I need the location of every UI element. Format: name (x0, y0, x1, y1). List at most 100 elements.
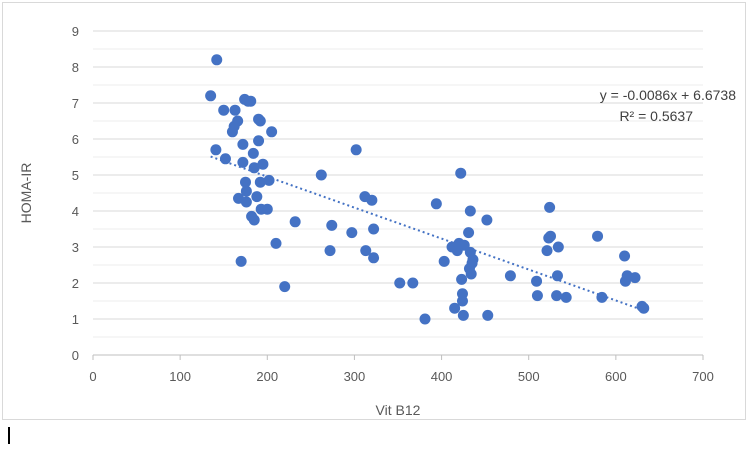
data-point (458, 239, 470, 251)
x-tick-label: 0 (89, 369, 96, 384)
data-point (350, 144, 362, 156)
data-point (551, 270, 563, 282)
data-point (366, 194, 378, 206)
data-points (205, 54, 650, 325)
data-point (254, 115, 266, 127)
data-point (456, 273, 468, 285)
data-point (419, 313, 431, 325)
y-tick-label: 3 (72, 240, 79, 255)
data-point (240, 176, 251, 188)
data-point (464, 205, 476, 217)
data-point (455, 167, 467, 179)
data-point (261, 203, 273, 215)
data-point (240, 185, 252, 197)
data-point (205, 90, 217, 102)
data-point (457, 309, 469, 321)
data-point (279, 281, 291, 293)
data-point (544, 201, 556, 213)
data-point (326, 219, 338, 231)
axes (92, 354, 704, 360)
data-point (545, 230, 556, 242)
y-tick-label: 0 (72, 348, 79, 363)
data-point (463, 227, 475, 239)
text-cursor (8, 427, 10, 444)
data-point (219, 153, 231, 165)
data-point (254, 176, 266, 188)
data-point (251, 191, 263, 203)
y-tick-label: 1 (72, 312, 79, 327)
data-point (346, 227, 358, 239)
data-point (218, 104, 230, 116)
x-tick-label: 200 (256, 369, 278, 384)
data-point (257, 158, 269, 170)
trendline-r-squared: R² = 0.5637 (619, 108, 693, 124)
x-tick-label: 500 (518, 369, 540, 384)
data-point (482, 309, 494, 321)
data-point (531, 275, 543, 287)
data-point (232, 115, 244, 127)
data-point (465, 268, 477, 280)
y-axis-title: HOMA-IR (18, 163, 34, 224)
data-point (360, 245, 372, 257)
data-point (263, 174, 275, 186)
data-point (368, 223, 380, 235)
data-point (289, 216, 301, 228)
data-point (270, 237, 282, 249)
y-tick-label: 6 (72, 132, 79, 147)
x-tick-label: 300 (344, 369, 366, 384)
x-axis-title: Vit B12 (376, 402, 421, 418)
data-point (240, 196, 252, 208)
data-point (210, 144, 222, 156)
y-tick-label: 4 (72, 204, 79, 219)
data-point (467, 254, 479, 266)
data-point (253, 135, 265, 147)
data-point (481, 214, 493, 226)
data-point (315, 169, 327, 181)
data-point (552, 241, 564, 253)
data-point (237, 156, 249, 168)
data-point (449, 302, 461, 314)
gridlines (93, 30, 703, 338)
y-tick-label: 8 (72, 60, 79, 75)
y-tick-labels: 0 1 2 3 4 5 6 7 8 9 (72, 24, 79, 363)
data-point (638, 302, 650, 314)
data-point (504, 270, 516, 282)
data-point (368, 252, 380, 264)
data-point (592, 230, 604, 242)
data-point (324, 245, 336, 257)
data-point (247, 147, 259, 159)
x-tick-labels: 0 100 200 300 400 500 600 700 (89, 369, 713, 384)
y-tick-label: 7 (72, 96, 79, 111)
scatter-chart: 0 1 2 3 4 5 6 7 8 9 0 100 200 300 400 500 600 700 y = -0… (18, 24, 736, 418)
trendline (210, 155, 645, 312)
data-point (266, 126, 278, 138)
data-point (235, 255, 247, 267)
data-point (541, 245, 553, 257)
data-point (229, 104, 241, 116)
x-tick-label: 100 (169, 369, 191, 384)
data-point (248, 162, 260, 174)
data-point (394, 277, 406, 289)
data-point (619, 250, 631, 262)
data-point (456, 288, 468, 300)
trendline-equation: y = -0.0086x + 6.6738 (600, 87, 736, 103)
data-point (430, 198, 442, 210)
data-point (560, 291, 572, 303)
y-tick-label: 2 (72, 276, 79, 291)
y-tick-label: 5 (72, 168, 79, 183)
y-tick-label: 9 (72, 24, 79, 39)
data-point (407, 277, 419, 289)
x-tick-label: 700 (692, 369, 714, 384)
chart-area: 0 1 2 3 4 5 6 7 8 9 0 100 200 300 400 500 600 700 y = -0… (2, 2, 746, 420)
data-point (629, 272, 641, 284)
data-point (248, 214, 260, 226)
data-point (531, 290, 543, 302)
data-point (245, 95, 257, 107)
data-point (596, 291, 608, 303)
x-tick-label: 400 (431, 369, 453, 384)
x-tick-label: 600 (605, 369, 627, 384)
data-point (211, 54, 223, 66)
data-point (551, 290, 563, 302)
data-point (438, 255, 450, 267)
data-point (237, 138, 249, 150)
